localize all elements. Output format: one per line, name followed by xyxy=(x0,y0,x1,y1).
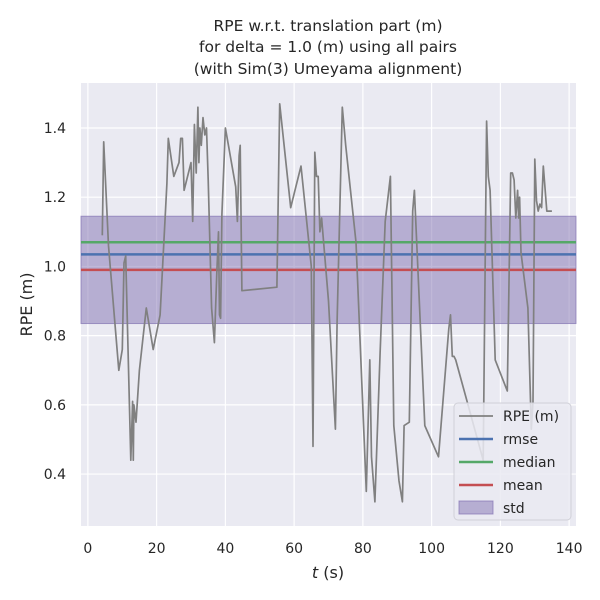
title-line-1: RPE w.r.t. translation part (m) xyxy=(213,17,442,35)
y-tick-label: 0.4 xyxy=(44,467,66,483)
y-tick-labels: 0.4 0.6 0.8 1.0 1.2 1.4 xyxy=(44,121,66,483)
x-axis-label: t (s) xyxy=(312,563,344,582)
legend-label-median: median xyxy=(503,455,555,471)
x-tick-label: 80 xyxy=(354,541,372,557)
x-axis-label-unit: (s) xyxy=(318,563,344,582)
legend-swatch-std xyxy=(458,500,494,515)
title-line-3: (with Sim(3) Umeyama alignment) xyxy=(194,60,463,78)
chart-title: RPE w.r.t. translation part (m) for delt… xyxy=(194,17,463,78)
x-tick-label: 0 xyxy=(83,541,92,557)
y-tick-label: 1.2 xyxy=(44,190,66,206)
y-axis-label: RPE (m) xyxy=(17,272,36,336)
x-tick-label: 40 xyxy=(216,541,234,557)
x-tick-label: 20 xyxy=(148,541,166,557)
legend-box xyxy=(453,402,572,521)
title-line-2: for delta = 1.0 (m) using all pairs xyxy=(199,38,457,56)
legend-label-rmse: rmse xyxy=(503,432,538,448)
y-tick-label: 0.6 xyxy=(44,398,66,414)
rpe-series-line xyxy=(101,102,552,503)
x-tick-label: 100 xyxy=(418,541,445,557)
legend-label-mean: mean xyxy=(503,478,543,494)
y-tick-label: 1.4 xyxy=(44,121,66,137)
x-tick-label: 140 xyxy=(556,541,583,557)
y-tick-label: 0.8 xyxy=(44,329,66,345)
x-tick-labels: 0 20 40 60 80 100 120 140 xyxy=(83,541,582,557)
x-tick-label: 60 xyxy=(285,541,303,557)
x-tick-label: 120 xyxy=(487,541,514,557)
legend: RPE (m) rmse median mean std xyxy=(453,402,572,521)
legend-label-rpe: RPE (m) xyxy=(503,409,559,425)
x-axis-label-var: t xyxy=(312,563,319,582)
series-layer xyxy=(101,102,552,503)
y-tick-label: 1.0 xyxy=(44,259,66,275)
legend-label-std: std xyxy=(503,501,525,517)
